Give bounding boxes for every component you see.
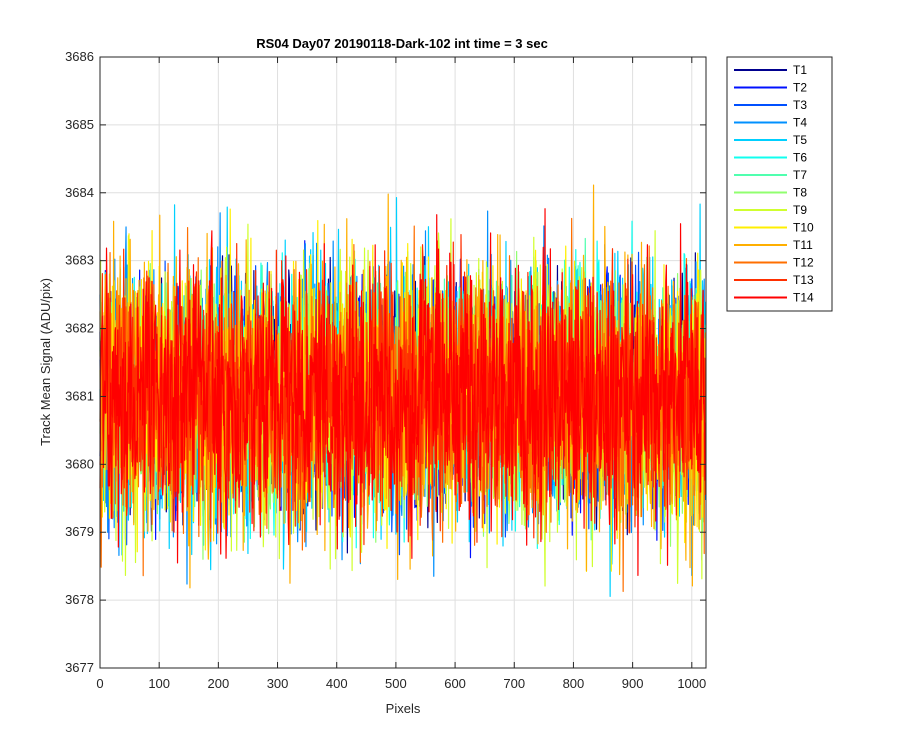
series-line-t14	[99, 208, 707, 577]
legend-label-t3: T3	[793, 98, 807, 112]
legend-label-t14: T14	[793, 291, 814, 305]
y-tick-label: 3686	[65, 49, 94, 64]
legend-label-t8: T8	[793, 186, 807, 200]
x-tick-label: 500	[385, 676, 407, 691]
y-tick-label: 3681	[65, 388, 94, 403]
x-tick-label: 200	[208, 676, 230, 691]
chart-title: RS04 Day07 20190118-Dark-102 int time = …	[256, 36, 548, 51]
axis-ticks: 0 100 200 300 400 500 600 700 800 900 1000 3677 3678…	[65, 49, 706, 691]
legend-label-t7: T7	[793, 168, 807, 182]
y-tick-label: 3680	[65, 456, 94, 471]
x-tick-label: 1000	[677, 676, 706, 691]
legend-label-t12: T12	[793, 256, 814, 270]
x-tick-label: 0	[96, 676, 103, 691]
x-tick-label: 700	[503, 676, 525, 691]
x-tick-label: 100	[148, 676, 170, 691]
x-tick-label: 900	[622, 676, 644, 691]
legend-box	[726, 56, 833, 312]
y-tick-label: 3683	[65, 253, 94, 268]
x-tick-label: 600	[444, 676, 466, 691]
x-tick-label: 300	[267, 676, 289, 691]
x-tick-label: 400	[326, 676, 348, 691]
y-tick-label: 3682	[65, 321, 94, 336]
plot-frame	[99, 56, 707, 669]
legend-label-t6: T6	[793, 151, 807, 165]
y-tick-label: 3684	[65, 185, 94, 200]
legend-label-t4: T4	[793, 116, 807, 130]
legend-label-t9: T9	[793, 203, 807, 217]
legend-label-t1: T1	[793, 63, 807, 77]
y-axis-label: Track Mean Signal (ADU/pix)	[38, 278, 53, 446]
legend-label-t5: T5	[793, 133, 807, 147]
legend-label-t11: T11	[793, 238, 813, 252]
y-tick-label: 3678	[65, 592, 94, 607]
series-line-t11	[99, 184, 707, 589]
legend: T1 T2 T3 T4 T5 T6 T7 T8 T9 T10 T11 T12 T13 T14	[726, 56, 833, 312]
legend-label-t10: T10	[793, 221, 814, 235]
legend-label-t13: T13	[793, 273, 814, 287]
y-tick-label: 3677	[65, 660, 94, 675]
x-axis-label: Pixels	[386, 701, 421, 716]
series-lines	[99, 184, 707, 597]
y-tick-label: 3679	[65, 524, 94, 539]
legend-label-t2: T2	[793, 81, 807, 95]
y-tick-label: 3685	[65, 117, 94, 132]
x-tick-label: 800	[563, 676, 585, 691]
